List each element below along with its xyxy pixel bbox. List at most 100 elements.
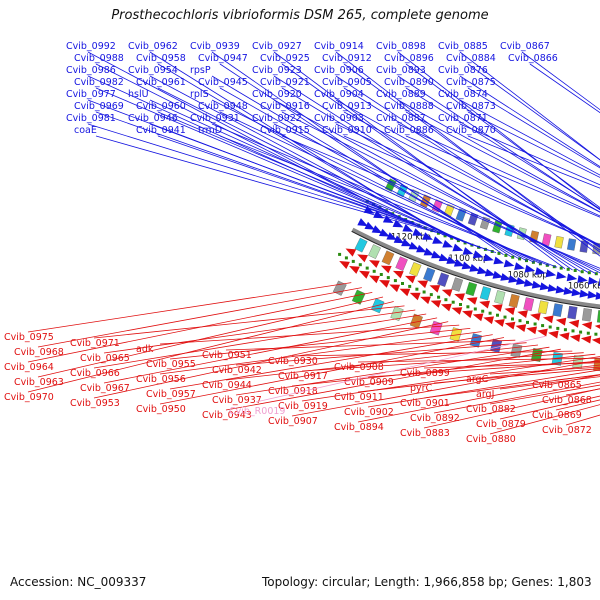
forward-label-leader bbox=[95, 111, 423, 227]
gene-feature-block bbox=[437, 272, 450, 287]
forward-gene-label: trmD bbox=[198, 125, 222, 136]
forward-gene-arrow bbox=[469, 264, 480, 272]
tick-mark bbox=[351, 259, 355, 263]
forward-gene-label: Cvib_0870 bbox=[446, 125, 496, 136]
reverse-label-leader bbox=[291, 353, 596, 387]
tick-mark bbox=[545, 263, 549, 267]
gene-feature-block bbox=[479, 286, 492, 301]
forward-gene-arrow bbox=[508, 275, 519, 283]
reverse-gene-arrow bbox=[526, 326, 537, 335]
reverse-label-leader bbox=[489, 384, 600, 405]
reverse-gene-arrow bbox=[483, 316, 494, 325]
reverse-label-leader bbox=[489, 366, 600, 375]
reverse-gene-label: Cvib_0865 bbox=[532, 380, 582, 391]
reverse-gene-label: Cvib_0965 bbox=[80, 353, 130, 364]
forward-gene-label: Cvib_0885 bbox=[438, 41, 488, 52]
reverse-gene-label: Cvib_0907 bbox=[268, 416, 318, 427]
forward-gene-label: Cvib_0977 bbox=[66, 89, 116, 100]
reverse-gene-label: Cvib_0872 bbox=[542, 425, 592, 436]
reverse-gene-label: Cvib_0909 bbox=[344, 377, 394, 388]
forward-gene-label: Cvib_0920 bbox=[252, 89, 302, 100]
reverse-label-leader bbox=[291, 350, 573, 357]
reverse-gene-label: Cvib_0957 bbox=[146, 389, 196, 400]
forward-gene-arrow bbox=[461, 261, 473, 270]
tick-mark bbox=[587, 271, 591, 275]
reverse-label-leader bbox=[499, 376, 600, 390]
reverse-label-leader bbox=[433, 368, 600, 384]
forward-gene-label: Cvib_0905 bbox=[322, 77, 372, 88]
forward-gene-arrow bbox=[563, 287, 574, 295]
forward-gene-arrow bbox=[555, 285, 567, 294]
forward-gene-label: Cvib_0960 bbox=[136, 101, 186, 112]
forward-label-leader bbox=[397, 75, 600, 211]
forward-label-leader bbox=[397, 123, 600, 217]
forward-gene-label: Cvib_0945 bbox=[198, 77, 248, 88]
forward-gene-label: Cvib_0871 bbox=[438, 113, 488, 124]
forward-gene-label: Cvib_0986 bbox=[66, 65, 116, 76]
tick-mark bbox=[511, 255, 515, 259]
reverse-gene-label: Cvib_0918 bbox=[268, 386, 318, 397]
reverse-label-leader bbox=[93, 313, 427, 369]
reverse-gene-label: Cvib_0908 bbox=[334, 362, 384, 373]
reverse-label-leader bbox=[301, 352, 584, 372]
forward-gene-label: Cvib_0921 bbox=[260, 77, 310, 88]
reverse-gene-arrow bbox=[569, 334, 581, 342]
reverse-gene-label: Cvib_0879 bbox=[476, 419, 526, 430]
reverse-gene-arrow bbox=[548, 330, 559, 339]
forward-gene-label: Cvib_0873 bbox=[446, 101, 496, 112]
tick-mark bbox=[379, 273, 383, 276]
tick-mark bbox=[548, 325, 552, 329]
reverse-gene-arrow bbox=[349, 266, 360, 274]
forward-gene-label: Cvib_0876 bbox=[438, 65, 488, 76]
reverse-gene-arrow bbox=[581, 321, 593, 330]
reverse-gene-arrow bbox=[409, 292, 421, 301]
tick-mark bbox=[422, 290, 426, 294]
forward-gene-arrow bbox=[393, 235, 405, 244]
tick-mark bbox=[408, 284, 412, 288]
tick-mark bbox=[344, 256, 348, 260]
forward-gene-arrow bbox=[523, 279, 535, 287]
forward-gene-arrow bbox=[524, 264, 536, 273]
reverse-gene-arrow bbox=[542, 315, 554, 324]
forward-gene-label: Cvib_0941 bbox=[136, 125, 186, 136]
reverse-gene-label: Cvib_0968 bbox=[14, 347, 64, 358]
reverse-gene-arrow bbox=[417, 280, 428, 289]
forward-label-leader bbox=[219, 111, 542, 265]
reverse-label-leader bbox=[357, 364, 600, 393]
forward-gene-arrow bbox=[500, 273, 511, 281]
reverse-label-leader bbox=[103, 309, 416, 354]
reverse-gene-arrow bbox=[515, 324, 527, 332]
forward-gene-arrow bbox=[477, 266, 488, 275]
tick-mark bbox=[563, 328, 567, 332]
forward-gene-arrow bbox=[446, 256, 458, 264]
reverse-gene-arrow bbox=[369, 275, 380, 284]
gene-feature-block bbox=[351, 289, 366, 305]
reverse-label-leader bbox=[159, 324, 460, 345]
forward-label-leader bbox=[529, 63, 600, 114]
forward-label-leader bbox=[281, 135, 600, 269]
gene-feature-block bbox=[469, 333, 483, 348]
reverse-label-leader bbox=[489, 404, 600, 435]
forward-gene-label: Cvib_0884 bbox=[446, 53, 496, 64]
reverse-gene-arrow bbox=[479, 300, 490, 309]
reverse-gene-arrow bbox=[494, 319, 505, 327]
tick-mark bbox=[401, 282, 404, 285]
gene-feature-block bbox=[449, 327, 463, 342]
reverse-label-leader bbox=[367, 369, 600, 408]
forward-gene-label: Cvib_0981 bbox=[66, 113, 116, 124]
tick-mark bbox=[443, 234, 447, 238]
forward-gene-label: Cvib_0886 bbox=[384, 125, 434, 136]
gene-feature-block bbox=[572, 355, 584, 369]
forward-label-leader bbox=[459, 75, 600, 168]
tick-mark bbox=[525, 259, 528, 263]
reverse-gene-label: Cvib_0975 bbox=[4, 332, 54, 343]
reverse-label-leader bbox=[37, 287, 362, 348]
gene-feature-block bbox=[567, 238, 577, 251]
forward-gene-label: Cvib_0982 bbox=[74, 77, 124, 88]
forward-gene-label: Cvib_0906 bbox=[314, 65, 364, 76]
tick-mark bbox=[497, 251, 501, 255]
forward-gene-arrow bbox=[452, 243, 464, 252]
reverse-gene-arrow bbox=[380, 265, 392, 274]
forward-gene-label: Cvib_0925 bbox=[260, 53, 310, 64]
reverse-gene-arrow bbox=[399, 288, 411, 297]
